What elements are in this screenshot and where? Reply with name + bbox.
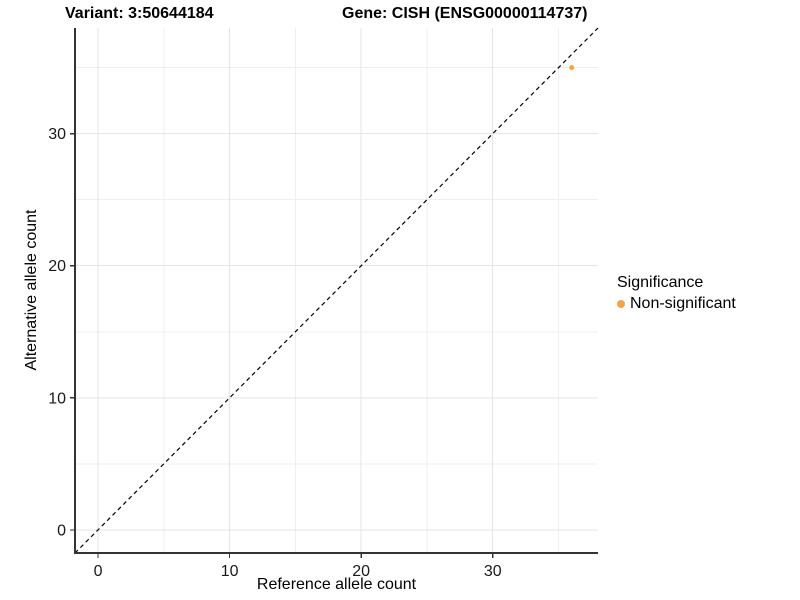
y-tick-label: 20 [48,258,66,275]
x-tick-label: 30 [484,563,502,580]
y-axis-label: Alternative allele count [23,209,40,371]
x-tick-label: 0 [94,563,103,580]
legend: Significance Non-significant [617,274,736,313]
x-axis-label: Reference allele count [256,576,417,593]
x-tick-label: 20 [352,563,370,580]
legend-entry-label: Non-significant [630,295,736,312]
legend-title: Significance [617,274,704,291]
legend-entry-non-significant: Non-significant [617,295,736,313]
legend-point-icon [617,300,625,308]
y-tick-label: 10 [48,390,66,407]
data-point [569,65,575,71]
y-tick-label: 0 [57,522,66,539]
variant-title: Variant: 3:50644184 [65,5,214,22]
gene-title: Gene: CISH (ENSG00000114737) [342,5,588,22]
identity-line [74,27,599,554]
y-tick-label: 30 [48,126,66,143]
x-tick-label: 10 [221,563,239,580]
